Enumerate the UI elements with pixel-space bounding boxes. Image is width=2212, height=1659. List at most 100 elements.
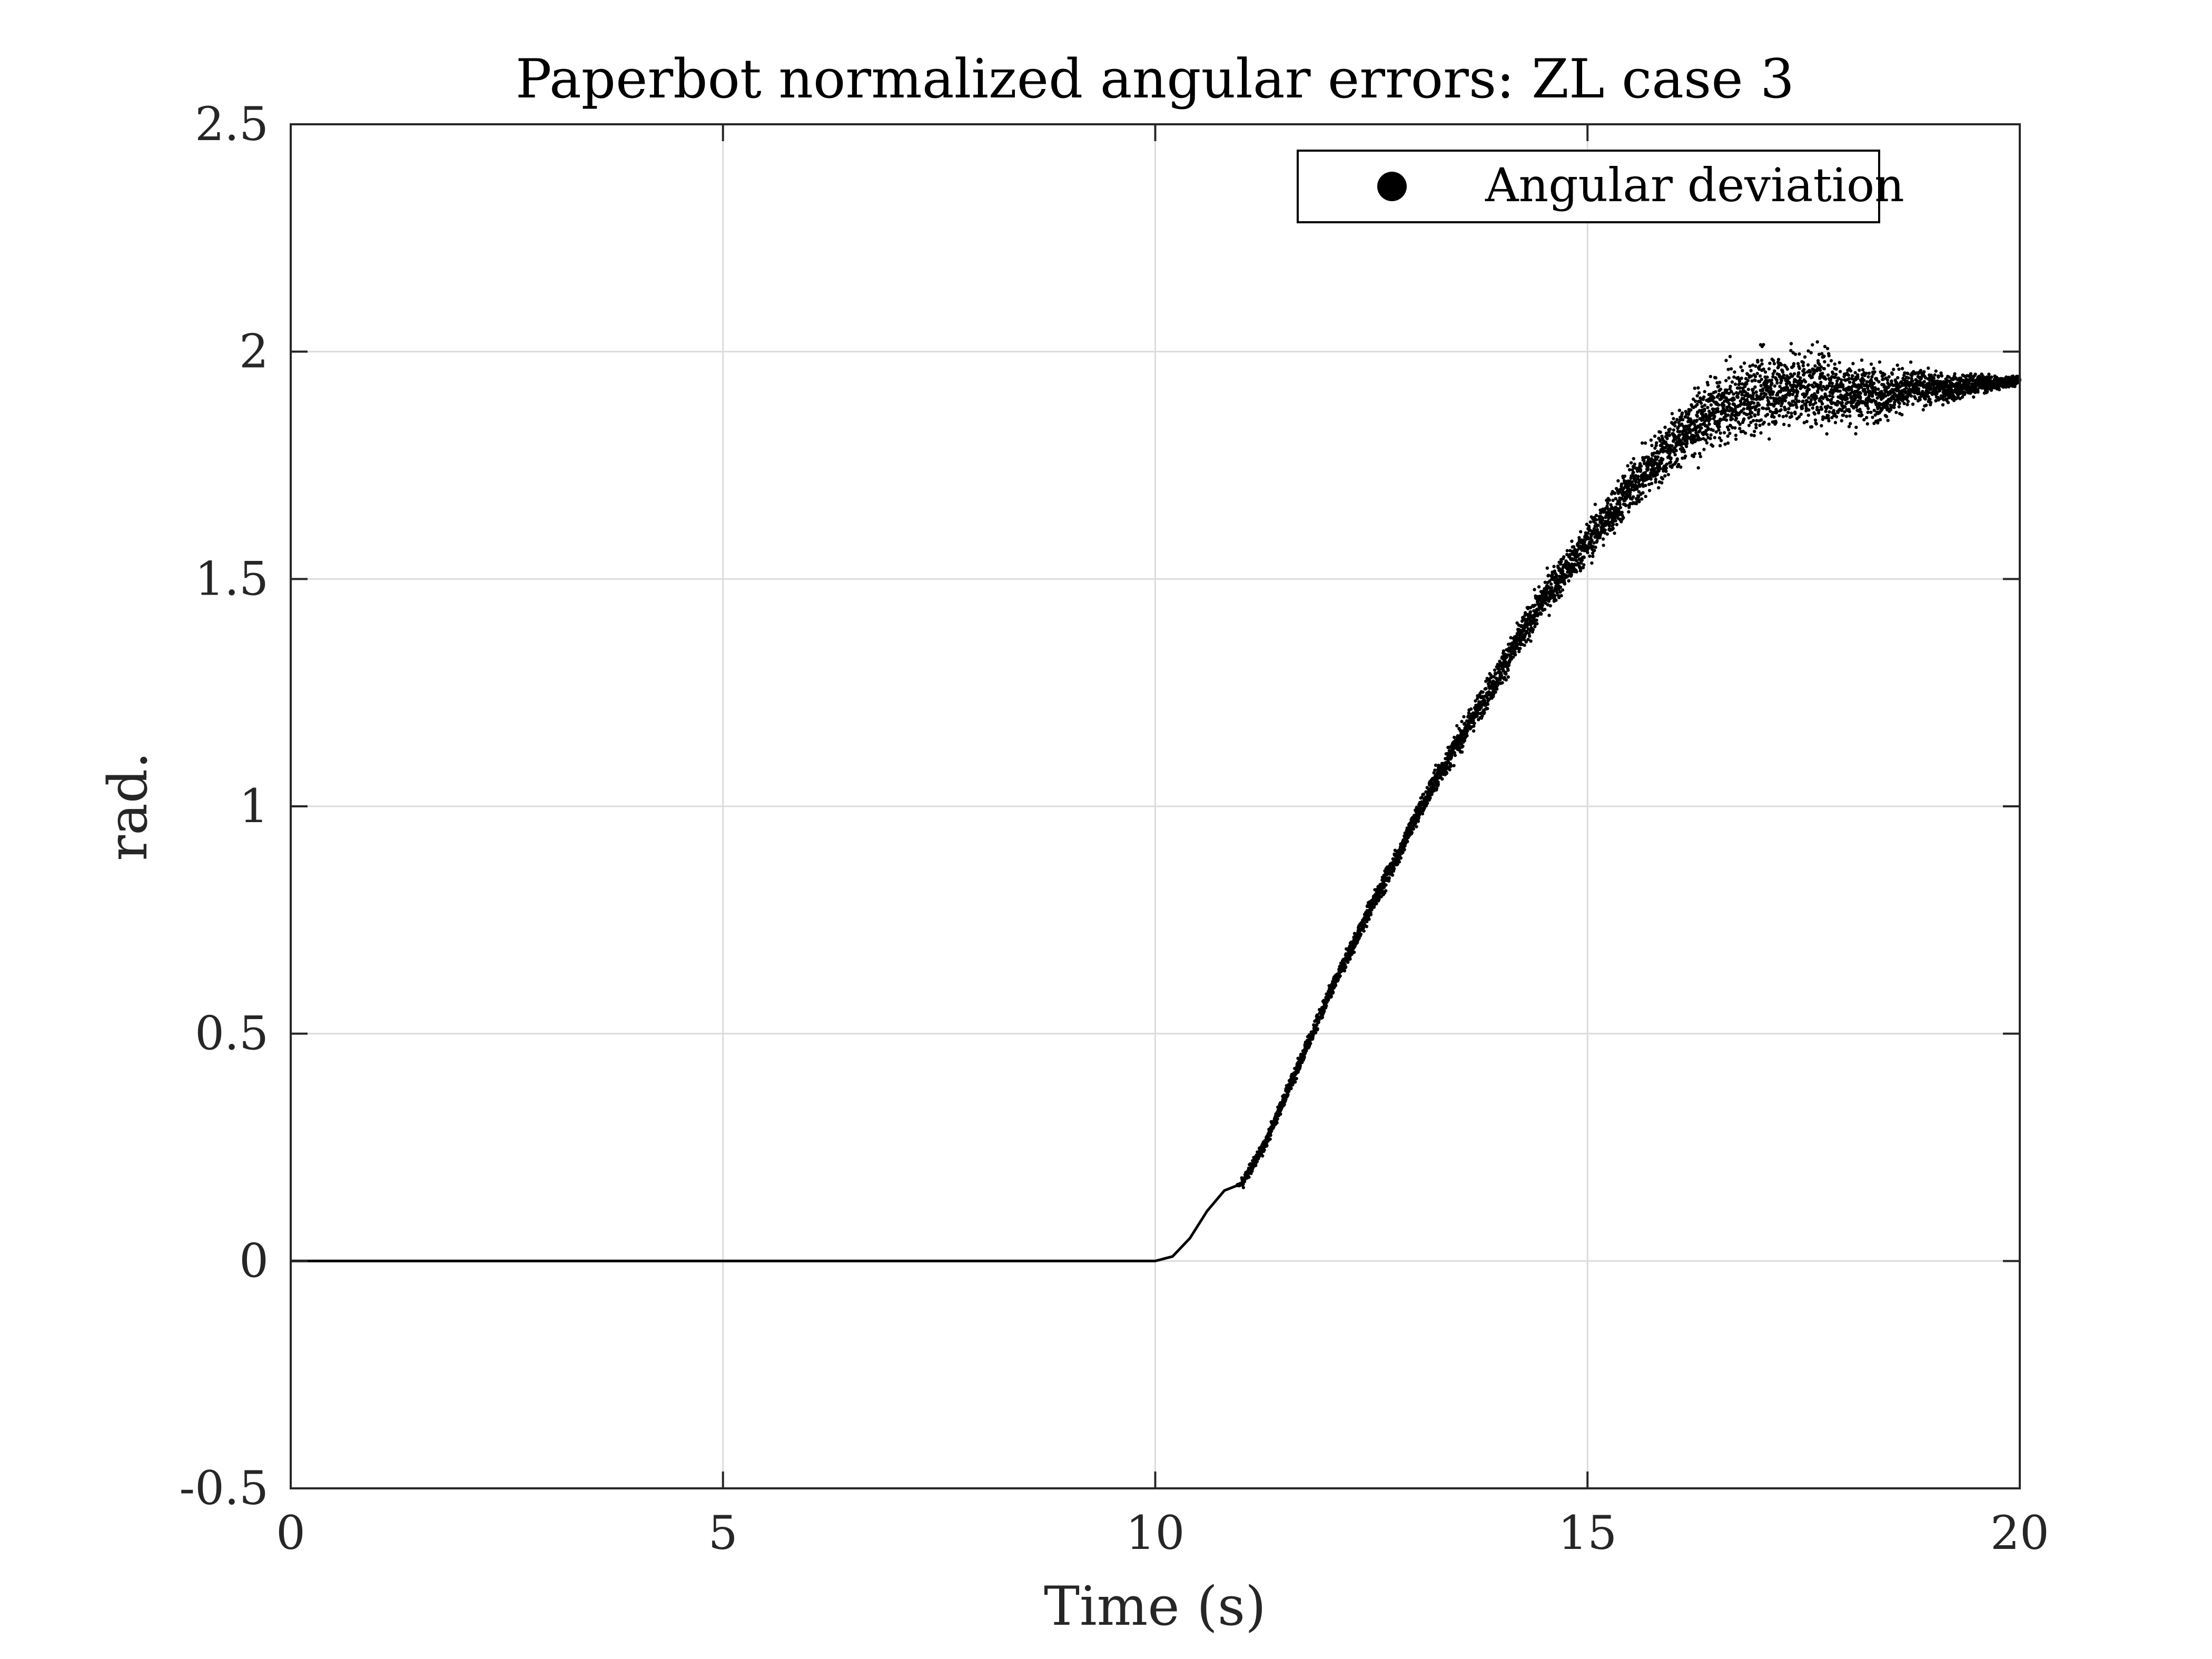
data-point xyxy=(1773,369,1776,373)
data-point xyxy=(1753,379,1757,382)
data-point xyxy=(1390,873,1395,877)
data-point xyxy=(1558,585,1563,589)
data-point xyxy=(1779,408,1783,412)
data-point xyxy=(1586,550,1589,555)
data-point xyxy=(1461,744,1465,748)
data-point xyxy=(1472,718,1475,722)
data-point xyxy=(1594,514,1598,517)
data-point xyxy=(1753,385,1757,389)
data-point xyxy=(1775,410,1779,413)
data-point xyxy=(1466,729,1469,733)
data-point xyxy=(1789,342,1793,345)
data-point xyxy=(1911,402,1915,406)
data-point xyxy=(1681,418,1685,421)
data-point xyxy=(1613,531,1616,535)
data-point xyxy=(1707,422,1711,426)
data-point xyxy=(1484,687,1488,690)
data-point xyxy=(1678,433,1682,437)
data-point xyxy=(1627,510,1631,514)
data-point xyxy=(1933,373,1937,377)
data-point xyxy=(1820,388,1824,392)
data-point xyxy=(1533,588,1536,591)
data-point xyxy=(1494,690,1497,694)
data-point xyxy=(1906,399,1910,403)
data-point xyxy=(1823,344,1827,349)
data-point xyxy=(1241,1186,1246,1190)
data-point xyxy=(1700,426,1703,430)
data-point xyxy=(1437,764,1440,767)
data-point xyxy=(1393,867,1396,871)
data-point xyxy=(1847,424,1851,429)
data-point xyxy=(1632,470,1635,475)
data-point xyxy=(1680,411,1684,415)
data-point xyxy=(1331,990,1335,994)
data-point xyxy=(1322,1009,1326,1013)
data-point xyxy=(1770,381,1774,386)
data-point xyxy=(1695,414,1700,418)
data-point xyxy=(1760,362,1764,366)
data-point xyxy=(1790,411,1793,415)
data-point xyxy=(1894,410,1898,414)
data-point xyxy=(1953,372,1957,376)
data-point xyxy=(1877,380,1881,384)
data-point xyxy=(1740,377,1743,380)
data-point xyxy=(1845,397,1849,400)
data-point xyxy=(1696,386,1700,390)
data-point xyxy=(1694,399,1697,403)
data-point xyxy=(1295,1077,1298,1081)
data-point xyxy=(1362,929,1366,933)
data-point xyxy=(1401,851,1405,854)
data-point xyxy=(1688,430,1692,434)
data-point xyxy=(1618,502,1622,507)
data-point xyxy=(1622,516,1625,520)
data-point xyxy=(1428,796,1432,800)
data-point xyxy=(1486,702,1490,706)
data-point xyxy=(1674,449,1678,452)
data-point xyxy=(1838,370,1842,373)
data-point xyxy=(1460,750,1464,754)
data-point xyxy=(1851,374,1854,378)
data-point xyxy=(1895,363,1899,367)
data-point xyxy=(1435,787,1439,791)
data-point xyxy=(1375,902,1378,906)
data-point xyxy=(1495,687,1499,691)
data-point xyxy=(1697,391,1701,395)
data-point xyxy=(1618,506,1623,509)
data-point xyxy=(1624,503,1628,507)
data-point xyxy=(1603,528,1607,532)
data-point xyxy=(1717,428,1721,432)
data-point xyxy=(1582,563,1586,567)
data-point xyxy=(1764,392,1768,396)
data-point xyxy=(1342,969,1347,973)
data-point xyxy=(1749,369,1753,372)
data-point xyxy=(1636,475,1640,478)
data-point xyxy=(1866,410,1870,414)
data-point xyxy=(1872,367,1875,370)
data-point xyxy=(1846,373,1850,377)
data-point xyxy=(1711,428,1715,432)
data-point xyxy=(1890,372,1894,376)
data-point xyxy=(1811,343,1814,347)
data-point xyxy=(1937,375,1940,379)
data-point xyxy=(1684,445,1688,448)
data-point xyxy=(1493,668,1497,672)
data-point xyxy=(1649,477,1653,481)
data-point xyxy=(1553,594,1557,598)
data-point xyxy=(1787,407,1791,411)
data-point xyxy=(1547,614,1551,617)
data-point xyxy=(1821,371,1824,376)
data-point xyxy=(1714,390,1717,394)
data-point xyxy=(1793,352,1798,356)
data-point xyxy=(1867,407,1870,410)
data-point xyxy=(1717,384,1721,388)
data-point xyxy=(1506,675,1510,679)
data-point xyxy=(1716,403,1721,407)
data-point xyxy=(1827,354,1831,358)
data-point xyxy=(1807,388,1811,391)
data-point xyxy=(1782,422,1786,426)
data-point xyxy=(1758,423,1762,427)
data-point xyxy=(1752,433,1756,438)
data-point xyxy=(1565,549,1569,552)
data-point xyxy=(1302,1054,1306,1059)
data-point xyxy=(1722,431,1726,434)
